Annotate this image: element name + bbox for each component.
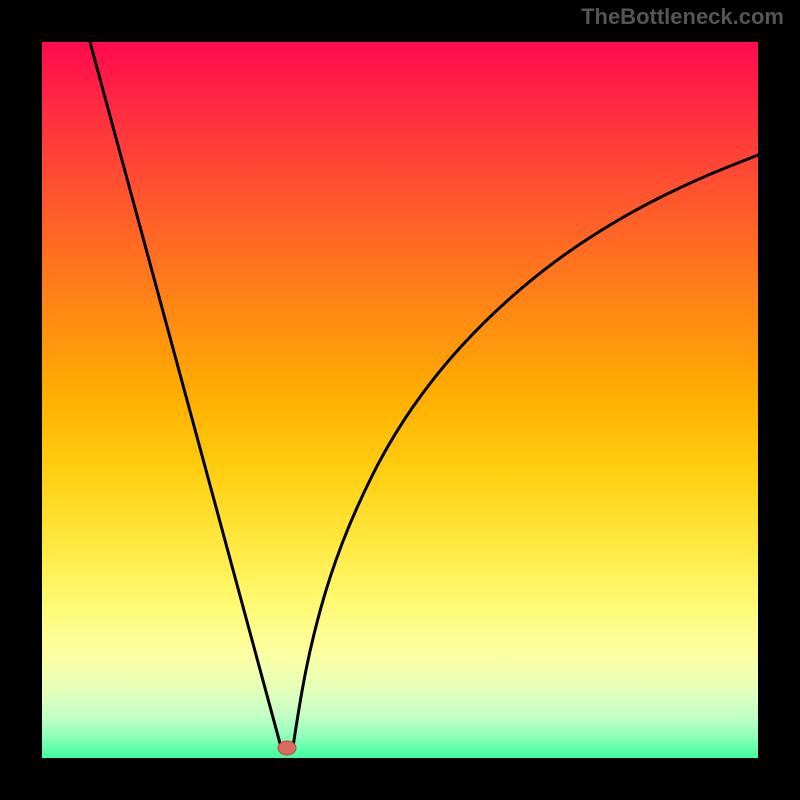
bottleneck-chart [0,0,800,800]
chart-container: TheBottleneck.com [0,0,800,800]
watermark-text: TheBottleneck.com [581,4,784,30]
minimum-marker [278,741,296,755]
plot-background [42,42,758,758]
